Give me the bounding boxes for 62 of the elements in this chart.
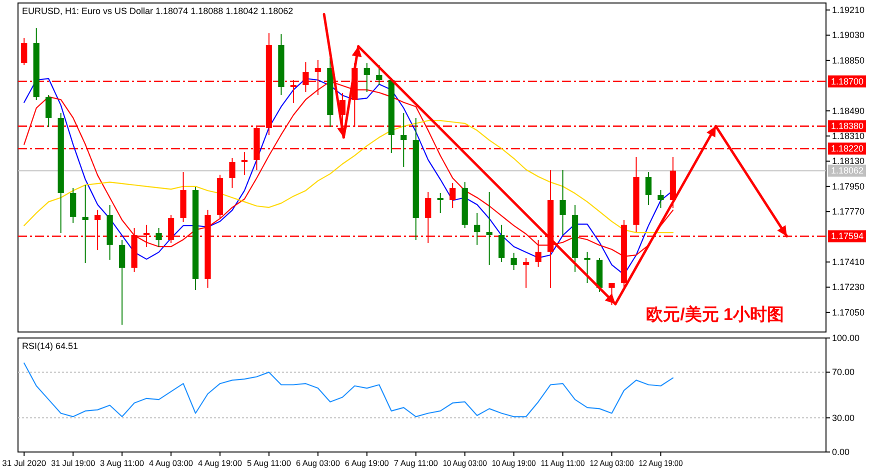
x-tick-label: 12 Aug 03:00 bbox=[590, 458, 640, 468]
candlestick bbox=[510, 252, 517, 270]
x-tick-label: 3 Aug 11:00 bbox=[100, 458, 145, 468]
candlestick bbox=[156, 227, 162, 248]
y-tick-label: 1.18130 bbox=[832, 156, 865, 166]
ref-line-label: 1.18380 bbox=[831, 121, 864, 132]
candlestick bbox=[584, 251, 590, 284]
ref-line-label: 1.18062 bbox=[831, 166, 864, 176]
y-tick-label: 1.19030 bbox=[832, 30, 865, 40]
y-tick-label: 100.00 bbox=[832, 333, 860, 343]
x-tick-label: 31 Jul 2020 bbox=[2, 458, 46, 468]
chart-title: RSI(14) 64.51 bbox=[22, 341, 78, 351]
x-tick-label: 10 Aug 19:00 bbox=[492, 458, 542, 468]
candlestick bbox=[229, 157, 236, 188]
x-tick-label: 10 Aug 03:00 bbox=[442, 458, 493, 468]
candlestick bbox=[486, 192, 492, 266]
candlestick bbox=[400, 112, 407, 168]
y-tick-label: 1.17950 bbox=[832, 181, 865, 192]
candlestick bbox=[70, 187, 76, 224]
line-series bbox=[24, 362, 674, 418]
x-tick-label: 7 Aug 11:00 bbox=[394, 458, 439, 468]
x-tick-label: 4 Aug 03:00 bbox=[149, 458, 194, 468]
candlestick bbox=[119, 240, 126, 326]
candlestick bbox=[560, 170, 566, 236]
candlestick bbox=[658, 190, 664, 208]
y-tick-label: 1.18850 bbox=[832, 55, 865, 66]
candlestick bbox=[21, 38, 28, 66]
candlestick bbox=[608, 282, 615, 306]
y-tick-label: 1.17230 bbox=[832, 282, 865, 292]
y-tick-label: 30.00 bbox=[832, 412, 855, 423]
y-tick-label: 1.17410 bbox=[832, 257, 865, 267]
x-tick-label: 31 Jul 19:00 bbox=[51, 458, 98, 468]
candlestick bbox=[523, 257, 530, 288]
x-tick-label: 11 Aug 11:00 bbox=[540, 458, 590, 468]
y-tick-label: 70.00 bbox=[832, 367, 855, 378]
candlestick bbox=[450, 182, 456, 208]
candlestick bbox=[498, 224, 505, 262]
candlestick bbox=[645, 171, 652, 206]
candlestick bbox=[376, 64, 382, 86]
x-tick-label: 6 Aug 03:00 bbox=[296, 458, 342, 468]
candlestick bbox=[364, 62, 370, 93]
y-tick-label: 1.17770 bbox=[832, 206, 865, 217]
y-tick-label: 1.18310 bbox=[832, 131, 865, 141]
candlestick bbox=[241, 151, 248, 176]
candlestick bbox=[82, 184, 88, 264]
y-tick-label: 1.19210 bbox=[832, 5, 865, 15]
chart-title: EURUSD, H1: Euro vs US Dollar 1.18074 1.18088 1.18042 1.18062 bbox=[22, 6, 294, 16]
y-tick-label: 1.18490 bbox=[832, 106, 865, 116]
candlestick bbox=[46, 94, 52, 128]
line-series bbox=[24, 120, 674, 234]
y-tick-label: 1.17050 bbox=[832, 307, 865, 318]
x-tick-label: 12 Aug 19:00 bbox=[638, 458, 689, 468]
ref-line-label: 1.17594 bbox=[831, 231, 864, 242]
candlestick bbox=[474, 212, 480, 246]
x-tick-label: 6 Aug 19:00 bbox=[344, 458, 390, 468]
annotation: 欧元/美元 1小时图 bbox=[646, 305, 784, 324]
candlestick bbox=[437, 192, 444, 214]
y-tick-label: 0.00 bbox=[832, 447, 850, 457]
x-tick-label: 5 Aug 11:00 bbox=[246, 458, 292, 468]
ref-line-label: 1.18220 bbox=[831, 144, 864, 154]
x-tick-label: 4 Aug 19:00 bbox=[198, 458, 244, 468]
ref-line-label: 1.18700 bbox=[831, 76, 864, 86]
